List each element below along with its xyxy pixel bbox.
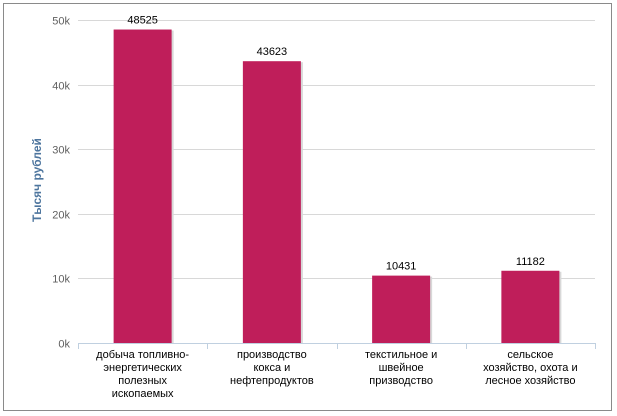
x-category-label: добыча топливно-энергетических полезных ис… xyxy=(96,349,189,400)
data-label: 10431 xyxy=(386,261,417,273)
y-tick-label: 30k xyxy=(52,145,70,157)
y-axis-title: Тысяч рублей xyxy=(30,138,44,222)
x-category-label: текстильное и швейное призводство xyxy=(365,349,437,387)
bar[interactable] xyxy=(501,270,560,343)
bar[interactable] xyxy=(372,275,431,343)
y-tick-label: 0k xyxy=(58,339,70,351)
data-label: 48525 xyxy=(127,15,158,27)
y-tick-label: 20k xyxy=(52,210,70,222)
labels: 0k 10k 20k 30k 40k 50k 48525 добыча топливно-эн… xyxy=(52,15,577,400)
bar[interactable] xyxy=(113,29,172,343)
bar[interactable] xyxy=(242,61,301,343)
y-tick-label: 40k xyxy=(52,81,70,93)
y-tick-label: 50k xyxy=(52,16,70,28)
y-tick-label: 10k xyxy=(52,274,70,286)
bars xyxy=(113,29,562,343)
x-category-label: производство кокса и нефтепродуктов xyxy=(230,349,314,387)
data-label: 43623 xyxy=(257,46,288,58)
axes xyxy=(78,343,596,349)
data-label: 11182 xyxy=(516,256,545,268)
x-category-label: сельское хозяйство, охота и лесное хозяйст… xyxy=(483,349,577,387)
